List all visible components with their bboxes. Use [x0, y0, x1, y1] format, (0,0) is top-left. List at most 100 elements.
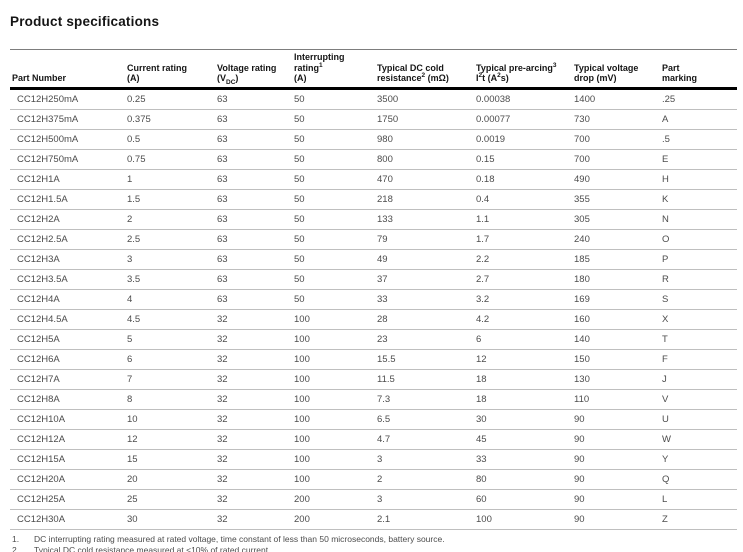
value-cell: 200 — [292, 509, 375, 530]
footnote-text: DC interrupting rating measured at rated… — [34, 533, 445, 544]
value-cell: 18 — [474, 389, 572, 410]
value-cell: 0.5 — [125, 129, 215, 150]
value-cell: N — [660, 209, 737, 230]
part-number-cell: CC12H250mA — [10, 88, 125, 110]
value-cell: 7 — [125, 369, 215, 390]
part-number-cell: CC12H4.5A — [10, 309, 125, 330]
value-cell: 0.0019 — [474, 129, 572, 150]
value-cell: P — [660, 249, 737, 270]
part-number-cell: CC12H15A — [10, 449, 125, 470]
value-cell: 90 — [572, 509, 660, 530]
value-cell: 32 — [215, 389, 292, 410]
value-cell: J — [660, 369, 737, 390]
value-cell: 15 — [125, 449, 215, 470]
value-cell: V — [660, 389, 737, 410]
value-cell: 730 — [572, 109, 660, 130]
value-cell: 0.15 — [474, 149, 572, 170]
table-row: CC12H25A 25 32 200 3 60 90 L — [10, 489, 737, 510]
value-cell: 4.7 — [375, 429, 474, 450]
value-cell: 1.7 — [474, 229, 572, 250]
value-cell: 79 — [375, 229, 474, 250]
footnote-number: 2. — [12, 545, 20, 552]
value-cell: 30 — [474, 409, 572, 430]
table-row: CC12H3.5A 3.5 63 50 37 2.7 180 R — [10, 269, 737, 290]
table-row: CC12H12A 12 32 100 4.7 45 90 W — [10, 429, 737, 450]
value-cell: 50 — [292, 269, 375, 290]
value-cell: 63 — [215, 88, 292, 110]
value-cell: 30 — [125, 509, 215, 530]
value-cell: 160 — [572, 309, 660, 330]
value-cell: 63 — [215, 229, 292, 250]
value-cell: 2.5 — [125, 229, 215, 250]
value-cell: 45 — [474, 429, 572, 450]
part-number-cell: CC12H3A — [10, 249, 125, 270]
column-header-part-marking: Part marking — [660, 49, 737, 90]
table-body: CC12H250mA 0.25 63 50 3500 0.00038 1400.25 CC12… — [10, 88, 737, 530]
value-cell: W — [660, 429, 737, 450]
table-row: CC12H1A 1 63 50 470 0.18 490 H — [10, 169, 737, 190]
value-cell: Z — [660, 509, 737, 530]
value-cell: 200 — [292, 489, 375, 510]
value-cell: 32 — [215, 369, 292, 390]
value-cell: U — [660, 409, 737, 430]
value-cell: 700 — [572, 129, 660, 150]
part-number-cell: CC12H7A — [10, 369, 125, 390]
value-cell: 50 — [292, 229, 375, 250]
value-cell: 2.1 — [375, 509, 474, 530]
value-cell: 0.375 — [125, 109, 215, 130]
value-cell: .5 — [660, 129, 737, 150]
part-number-cell: CC12H5A — [10, 329, 125, 350]
value-cell: 1.1 — [474, 209, 572, 230]
part-number-cell: CC12H500mA — [10, 129, 125, 150]
value-cell: 12 — [125, 429, 215, 450]
value-cell: 700 — [572, 149, 660, 170]
value-cell: T — [660, 329, 737, 350]
column-header-voltage-drop: Typical voltage drop (mV) — [572, 49, 660, 90]
value-cell: E — [660, 149, 737, 170]
table-header-row: Part Number Current rating (A) Voltage rati… — [10, 49, 737, 90]
value-cell: 218 — [375, 189, 474, 210]
value-cell: 90 — [572, 449, 660, 470]
value-cell: 28 — [375, 309, 474, 330]
value-cell: 6.5 — [375, 409, 474, 430]
table-row: CC12H375mA 0.375 63 50 1750 0.00077 730 A — [10, 109, 737, 130]
value-cell: A — [660, 109, 737, 130]
value-cell: 6 — [474, 329, 572, 350]
value-cell: 3500 — [375, 88, 474, 110]
table-row: CC12H7A 7 32 100 11.5 18 130 J — [10, 369, 737, 390]
value-cell: 100 — [474, 509, 572, 530]
value-cell: 169 — [572, 289, 660, 310]
value-cell: 60 — [474, 489, 572, 510]
value-cell: 0.75 — [125, 149, 215, 170]
value-cell: 305 — [572, 209, 660, 230]
value-cell: 0.18 — [474, 169, 572, 190]
value-cell: 100 — [292, 449, 375, 470]
value-cell: 3 — [125, 249, 215, 270]
value-cell: S — [660, 289, 737, 310]
value-cell: 100 — [292, 389, 375, 410]
table-row: CC12H500mA 0.5 63 50 980 0.0019 700.5 — [10, 129, 737, 150]
column-header-dc-cold-resistance: Typical DC cold resistance2 (mΩ) — [375, 49, 474, 90]
value-cell: 110 — [572, 389, 660, 410]
part-number-cell: CC12H10A — [10, 409, 125, 430]
part-number-cell: CC12H1A — [10, 169, 125, 190]
value-cell: 240 — [572, 229, 660, 250]
table-row: CC12H4A 4 63 50 33 3.2 169 S — [10, 289, 737, 310]
table-row: CC12H30A 30 32 200 2.1 100 90 Z — [10, 509, 737, 530]
value-cell: F — [660, 349, 737, 370]
value-cell: 50 — [292, 129, 375, 150]
value-cell: 32 — [215, 429, 292, 450]
footnote-number: 1. — [12, 533, 20, 544]
value-cell: 32 — [215, 449, 292, 470]
table-row: CC12H2.5A 2.5 63 50 79 1.7 240 O — [10, 229, 737, 250]
value-cell: 20 — [125, 469, 215, 490]
value-cell: 4.5 — [125, 309, 215, 330]
value-cell: 32 — [215, 409, 292, 430]
value-cell: R — [660, 269, 737, 290]
value-cell: 2.2 — [474, 249, 572, 270]
table-row: CC12H4.5A 4.5 32 100 28 4.2 160 X — [10, 309, 737, 330]
table-row: CC12H20A 20 32 100 2 80 90 Q — [10, 469, 737, 490]
value-cell: 3 — [375, 489, 474, 510]
value-cell: 185 — [572, 249, 660, 270]
part-number-cell: CC12H4A — [10, 289, 125, 310]
